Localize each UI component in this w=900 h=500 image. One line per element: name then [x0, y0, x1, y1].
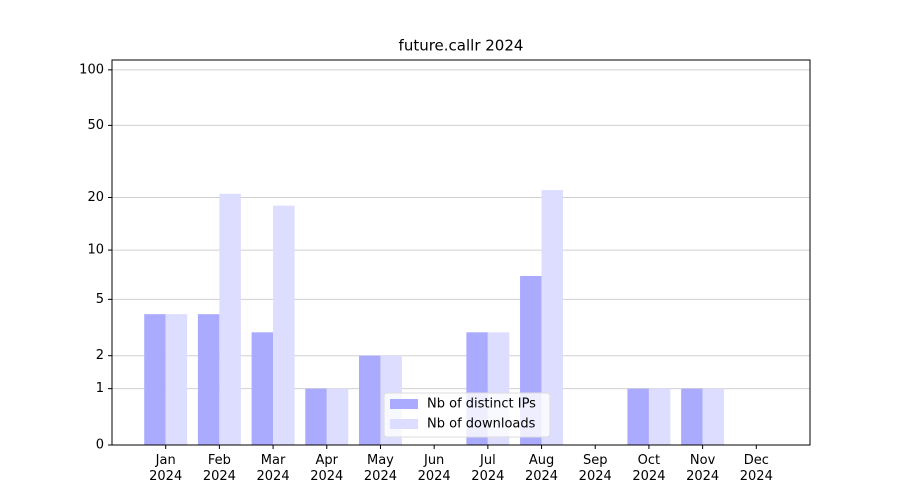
bar: [165, 314, 188, 445]
chart-title: future.callr 2024: [399, 37, 524, 55]
bar: [251, 332, 274, 445]
x-tick-label: Jun 2024: [417, 453, 451, 484]
bar: [326, 388, 349, 445]
x-tick-label: Nov 2024: [686, 453, 720, 484]
y-tick-label: 1: [96, 381, 104, 396]
x-tick-label: May 2024: [363, 453, 397, 484]
x-tick-label: Dec 2024: [739, 453, 773, 484]
bar: [305, 388, 327, 445]
x-tick-label: Jan 2024: [149, 453, 183, 484]
y-tick-label: 20: [87, 190, 104, 205]
legend-swatch: [390, 419, 418, 429]
x-tick-label: Apr 2024: [310, 453, 344, 484]
bar: [702, 388, 725, 445]
y-tick-label: 50: [87, 118, 104, 133]
x-tick-label: Jul 2024: [471, 453, 505, 484]
legend-label: Nb of distinct IPs: [427, 397, 536, 412]
bar: [144, 314, 166, 445]
y-tick-label: 0: [96, 438, 104, 453]
legend: Nb of distinct IPs Nb of downloads: [383, 392, 551, 438]
bar: [627, 388, 649, 445]
x-tick-label: Oct 2024: [632, 453, 666, 484]
y-tick-label: 2: [96, 348, 104, 363]
bar: [648, 388, 671, 445]
bar: [219, 193, 241, 445]
y-tick-label: 100: [79, 62, 104, 77]
bar: [681, 388, 703, 445]
bar: [273, 205, 295, 445]
bar: [197, 314, 220, 445]
x-tick-label: Aug 2024: [524, 453, 559, 484]
bar: [541, 190, 564, 445]
x-tick-label: Feb 2024: [202, 453, 236, 484]
plot-frame: [111, 59, 811, 446]
x-tick-label: Sep 2024: [578, 453, 612, 484]
y-tick-label: 10: [87, 243, 104, 258]
legend-label: Nb of downloads: [427, 417, 536, 432]
y-tick-label: 5: [96, 292, 104, 307]
legend-swatch: [390, 399, 418, 409]
legend-box: [383, 392, 551, 438]
bar: [358, 355, 381, 445]
x-tick-label: Mar 2024: [256, 453, 290, 484]
